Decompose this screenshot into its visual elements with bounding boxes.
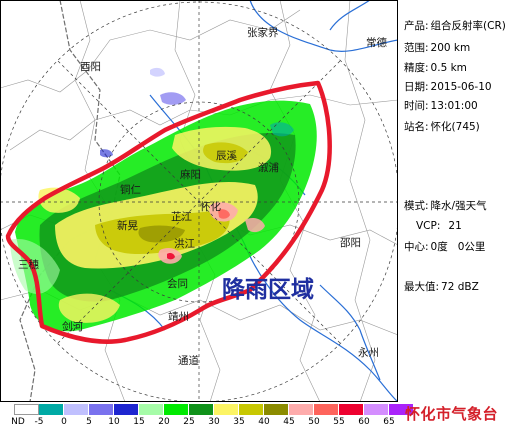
legend-swatch (14, 404, 39, 415)
place-huitong: 会同 (167, 277, 188, 290)
organization-name: 怀化市气象台 (405, 405, 499, 423)
legend-label: 40 (258, 417, 270, 427)
legend-label: 35 (233, 417, 245, 427)
info-precision: 精度: 0.5 km (404, 62, 467, 74)
legend-swatch (39, 404, 64, 415)
legend-swatch (189, 404, 214, 415)
place-jianhe: 剑河 (62, 320, 83, 333)
legend-swatch (139, 404, 164, 415)
legend-swatch (389, 404, 414, 415)
radar-map: 张家界 常德 酉阳 辰溪 溆浦 麻阳 铜仁 新晃 芷江 怀化 洪江 邵阳 三穗 … (0, 0, 398, 402)
place-names: 张家界 常德 酉阳 辰溪 溆浦 麻阳 铜仁 新晃 芷江 怀化 洪江 邵阳 三穗 … (18, 26, 387, 367)
place-mayang: 麻阳 (180, 168, 201, 181)
legend-label: 15 (133, 417, 145, 427)
info-station: 站名: 怀化(745) (404, 121, 480, 133)
place-huaihua: 怀化 (200, 200, 221, 213)
place-zhangjiajie: 张家界 (247, 26, 279, 39)
legend-swatch (214, 404, 239, 415)
info-product: 产品: 组合反射率(CR) (404, 20, 506, 32)
place-tongren: 铜仁 (120, 184, 141, 196)
place-xinhuang: 新晃 (117, 219, 138, 232)
legend-label: 30 (208, 417, 220, 427)
legend-swatch (114, 404, 139, 415)
place-zhijiang: 芷江 (171, 210, 192, 223)
info-time: 时间: 13:01:00 (404, 100, 478, 112)
legend-label: 10 (108, 417, 120, 427)
legend-swatch (264, 404, 289, 415)
place-hongjiang: 洪江 (174, 238, 195, 250)
legend-label: 20 (158, 417, 170, 427)
legend-label: -5 (34, 417, 44, 427)
legend-swatch (64, 404, 89, 415)
legend-swatch (289, 404, 314, 415)
legend-label: 45 (283, 417, 295, 427)
legend-swatch (164, 404, 189, 415)
legend-swatch (364, 404, 389, 415)
info-panel: 产品: 组合反射率(CR) 范围: 200 km 精度: 0.5 km 日期: 2015… (400, 0, 525, 402)
info-center: 中心: 0度 0公里 (404, 241, 486, 253)
rain-area-label: 降雨区域 (222, 276, 314, 303)
legend-label: 65 (383, 417, 395, 427)
legend-swatch (89, 404, 114, 415)
legend-label: 60 (358, 417, 370, 427)
legend-label: 0 (61, 417, 67, 427)
place-xupu: 溆浦 (258, 161, 279, 174)
legend-label: 5 (86, 417, 92, 427)
place-youyang: 酉阳 (80, 61, 101, 73)
legend-label: 55 (333, 417, 345, 427)
range-rings (0, 0, 398, 402)
place-jingzhou: 靖州 (168, 310, 189, 323)
place-shaoyang: 邵阳 (340, 237, 361, 249)
legend-labels: ND -5 0 5 10 15 20 25 30 35 40 45 50 55 60 65 (0, 417, 400, 429)
legend-swatch (314, 404, 339, 415)
place-sanhui: 三穗 (18, 258, 39, 271)
color-legend: ND -5 0 5 10 15 20 25 30 35 40 45 50 55 60 65 (0, 402, 525, 430)
legend-swatch (239, 404, 264, 415)
place-tongdao: 通道 (178, 354, 199, 367)
info-date: 日期: 2015-06-10 (404, 81, 492, 93)
place-chenxi: 辰溪 (216, 150, 237, 162)
legend-label: ND (11, 417, 25, 427)
info-mode: 模式: 降水/强天气 (404, 200, 487, 212)
legend-color-bar (14, 404, 414, 415)
info-vcp: VCP: 21 (416, 220, 462, 232)
place-yongzhou: 永州 (358, 346, 379, 359)
legend-swatch (339, 404, 364, 415)
info-max-value: 最大值: 72 dBZ (404, 281, 479, 293)
info-range: 范围: 200 km (404, 42, 471, 54)
place-changde: 常德 (366, 36, 387, 49)
legend-label: 50 (308, 417, 320, 427)
rain-area-outline (5, 80, 332, 344)
legend-label: 25 (183, 417, 195, 427)
